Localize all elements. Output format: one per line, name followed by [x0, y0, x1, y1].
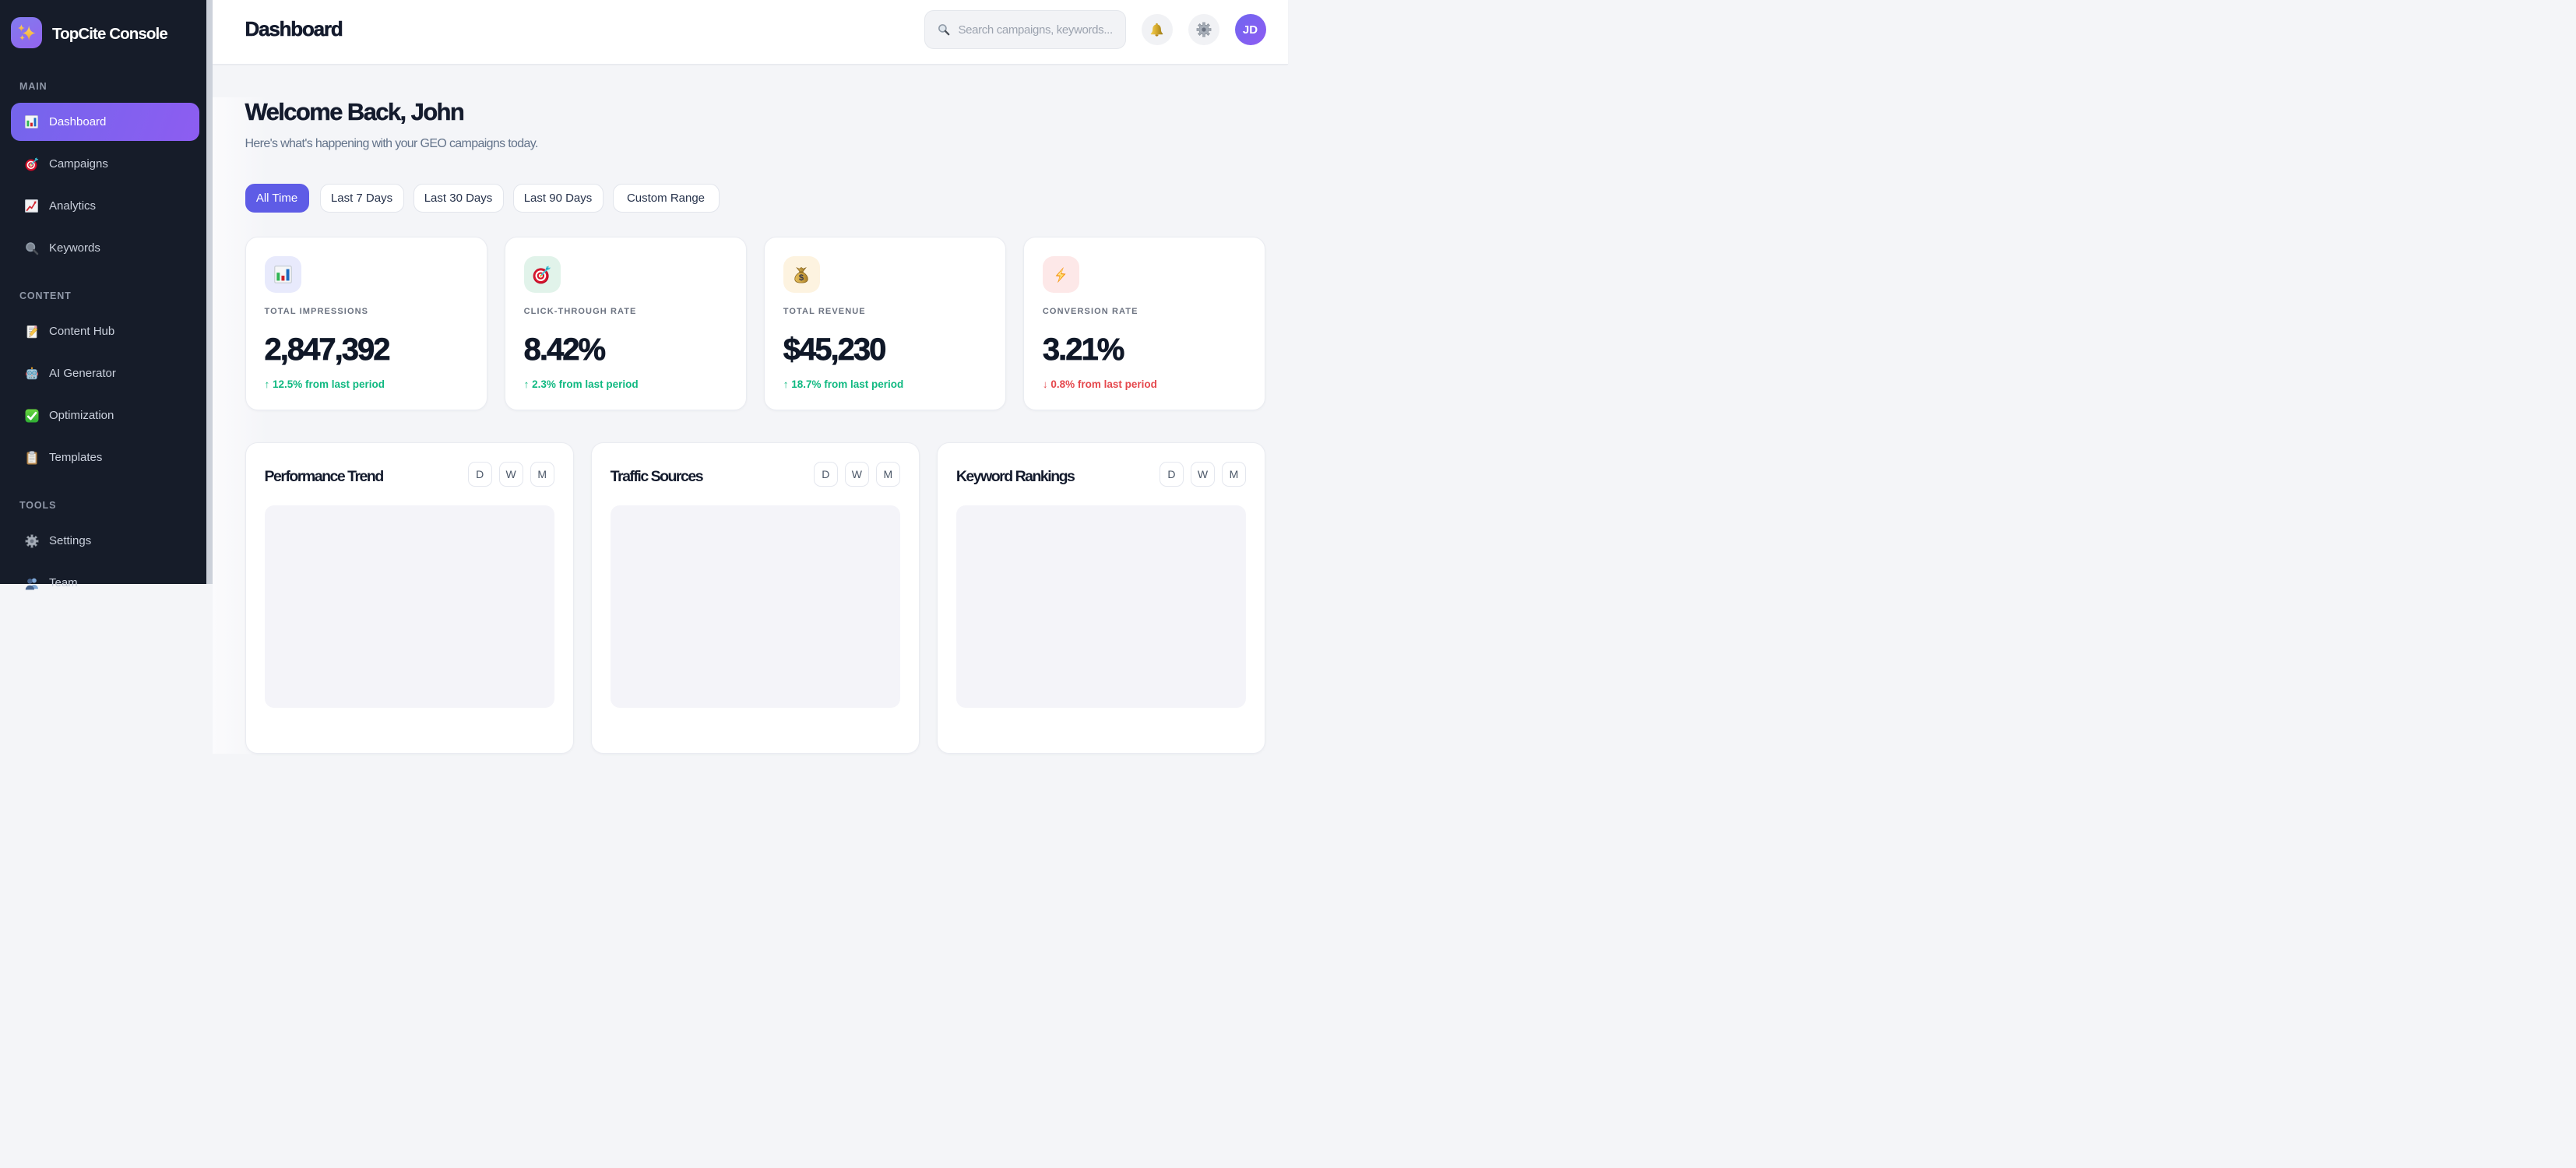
svg-text:$: $ [799, 273, 804, 282]
